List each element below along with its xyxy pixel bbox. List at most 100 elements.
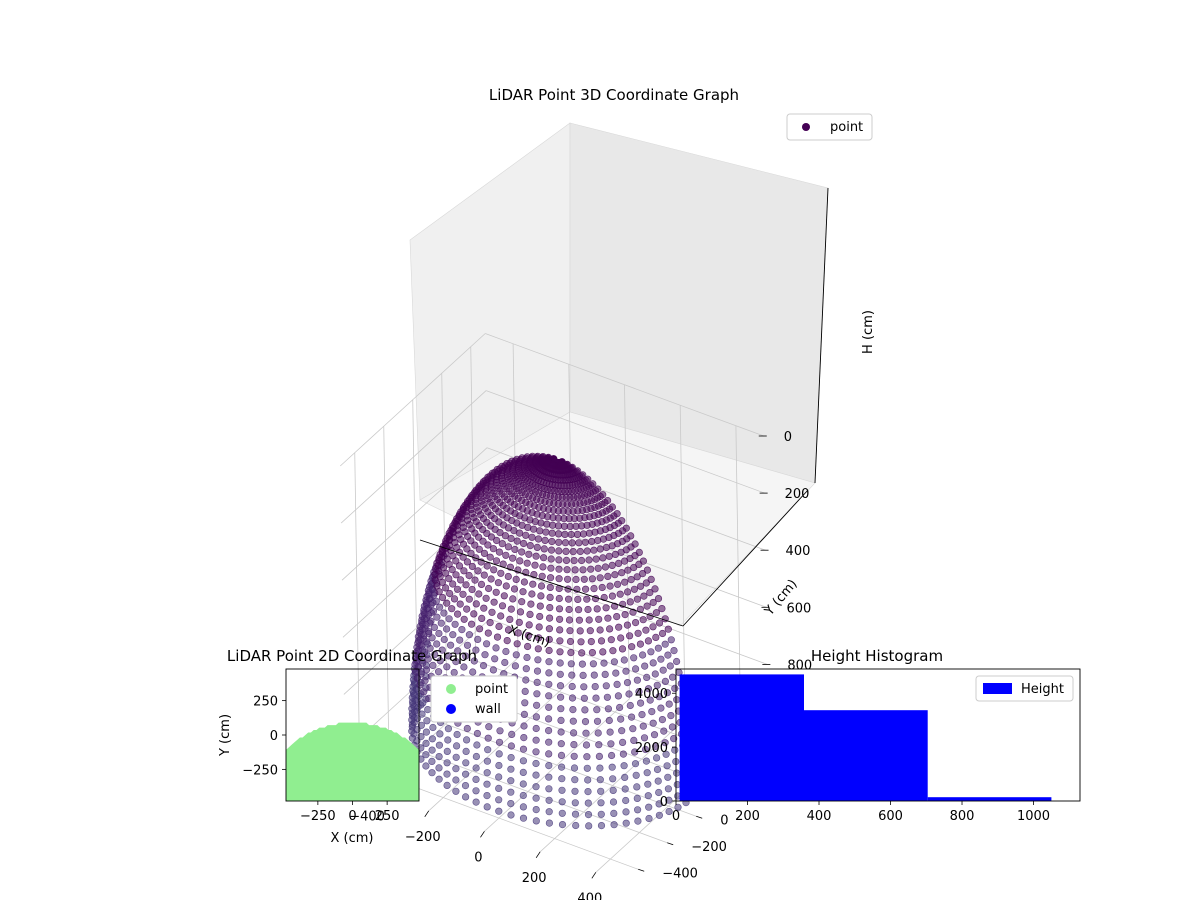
data-point xyxy=(567,648,575,657)
data-point xyxy=(447,641,455,649)
data-point xyxy=(452,571,460,579)
data-point xyxy=(463,558,472,566)
data-point xyxy=(654,644,663,652)
data-point xyxy=(443,663,451,671)
x-tick-mark-3d xyxy=(424,810,430,818)
data-point xyxy=(633,783,641,791)
data-point xyxy=(414,703,422,711)
data-point xyxy=(513,640,521,648)
data-point xyxy=(630,563,638,572)
grid-line xyxy=(339,333,486,467)
data-point xyxy=(520,722,528,730)
data-point xyxy=(554,530,563,538)
data-point xyxy=(483,757,492,765)
data-point xyxy=(483,780,491,788)
data-point xyxy=(494,579,503,587)
data-point xyxy=(534,535,543,543)
data-point xyxy=(594,729,602,737)
data-point xyxy=(585,556,593,564)
data-point xyxy=(621,785,629,793)
data-point xyxy=(538,572,546,580)
chart-3d: LiDAR Point 3D Coordinate Graph −400 −200… xyxy=(339,86,876,900)
data-point xyxy=(562,556,571,565)
z-axis-label-3d: H (cm) xyxy=(861,310,876,354)
data-point xyxy=(429,661,437,670)
data-point xyxy=(582,741,591,749)
data-point xyxy=(597,810,605,818)
data-point xyxy=(435,741,444,749)
data-point xyxy=(596,626,604,634)
data-point xyxy=(454,647,462,655)
data-point xyxy=(417,670,425,678)
data-point xyxy=(569,729,578,737)
grid-line xyxy=(512,343,519,658)
data-point xyxy=(634,629,642,637)
data-point xyxy=(501,532,510,540)
data-point xyxy=(569,547,577,556)
data-point xyxy=(577,556,586,565)
data-point xyxy=(444,725,453,733)
data-point xyxy=(647,648,655,656)
data-point xyxy=(507,605,515,613)
data-point xyxy=(546,593,554,602)
data-point xyxy=(443,747,451,756)
x-axis-line xyxy=(419,539,684,627)
data-point xyxy=(420,688,428,696)
data-point xyxy=(649,659,657,667)
data-point xyxy=(481,651,489,659)
data-point xyxy=(427,601,435,609)
data-point xyxy=(565,605,573,614)
y-tick-label-hist: 0 xyxy=(660,795,668,810)
data-point xyxy=(576,627,584,635)
data-point xyxy=(643,769,651,777)
data-point xyxy=(492,644,500,652)
data-point xyxy=(470,657,478,665)
data-point xyxy=(631,618,640,627)
data-point xyxy=(663,689,672,697)
data-point xyxy=(524,631,533,640)
data-point xyxy=(519,745,528,753)
data-point xyxy=(655,619,664,627)
data-point xyxy=(432,597,440,605)
data-point xyxy=(525,550,533,558)
data-point xyxy=(565,616,574,624)
data-point xyxy=(460,663,468,671)
data-point xyxy=(480,549,489,558)
data-point xyxy=(661,640,669,648)
data-point xyxy=(614,692,623,700)
x-tick-label-2d: 0 xyxy=(348,809,356,824)
data-point xyxy=(608,763,616,771)
data-point xyxy=(472,798,480,806)
data-point xyxy=(580,694,589,702)
data-point xyxy=(545,635,553,644)
data-point xyxy=(451,620,459,628)
data-point xyxy=(640,592,648,600)
data-point xyxy=(419,659,427,667)
data-point xyxy=(472,787,480,795)
z-tick-label-3d: 200 xyxy=(785,487,810,502)
data-point xyxy=(644,637,653,645)
data-point xyxy=(516,608,525,616)
x-tick-mark-3d xyxy=(591,872,597,879)
data-point xyxy=(613,680,621,689)
data-point xyxy=(584,810,593,819)
data-point xyxy=(574,606,583,614)
data-point xyxy=(558,798,566,806)
data-point xyxy=(480,604,488,612)
data-point xyxy=(501,658,509,667)
data-point xyxy=(578,649,586,657)
data-point xyxy=(533,543,541,552)
data-point xyxy=(635,687,643,696)
data-point xyxy=(545,750,553,758)
data-point xyxy=(654,594,663,603)
chart-2d-title: LiDAR Point 2D Coordinate Graph xyxy=(227,647,477,665)
data-point xyxy=(446,589,454,598)
data-point xyxy=(420,648,429,657)
data-point xyxy=(672,657,681,666)
data-point xyxy=(534,656,542,664)
data-point xyxy=(583,547,591,555)
data-point xyxy=(594,564,602,572)
data-point xyxy=(577,638,585,646)
data-point xyxy=(601,563,610,571)
